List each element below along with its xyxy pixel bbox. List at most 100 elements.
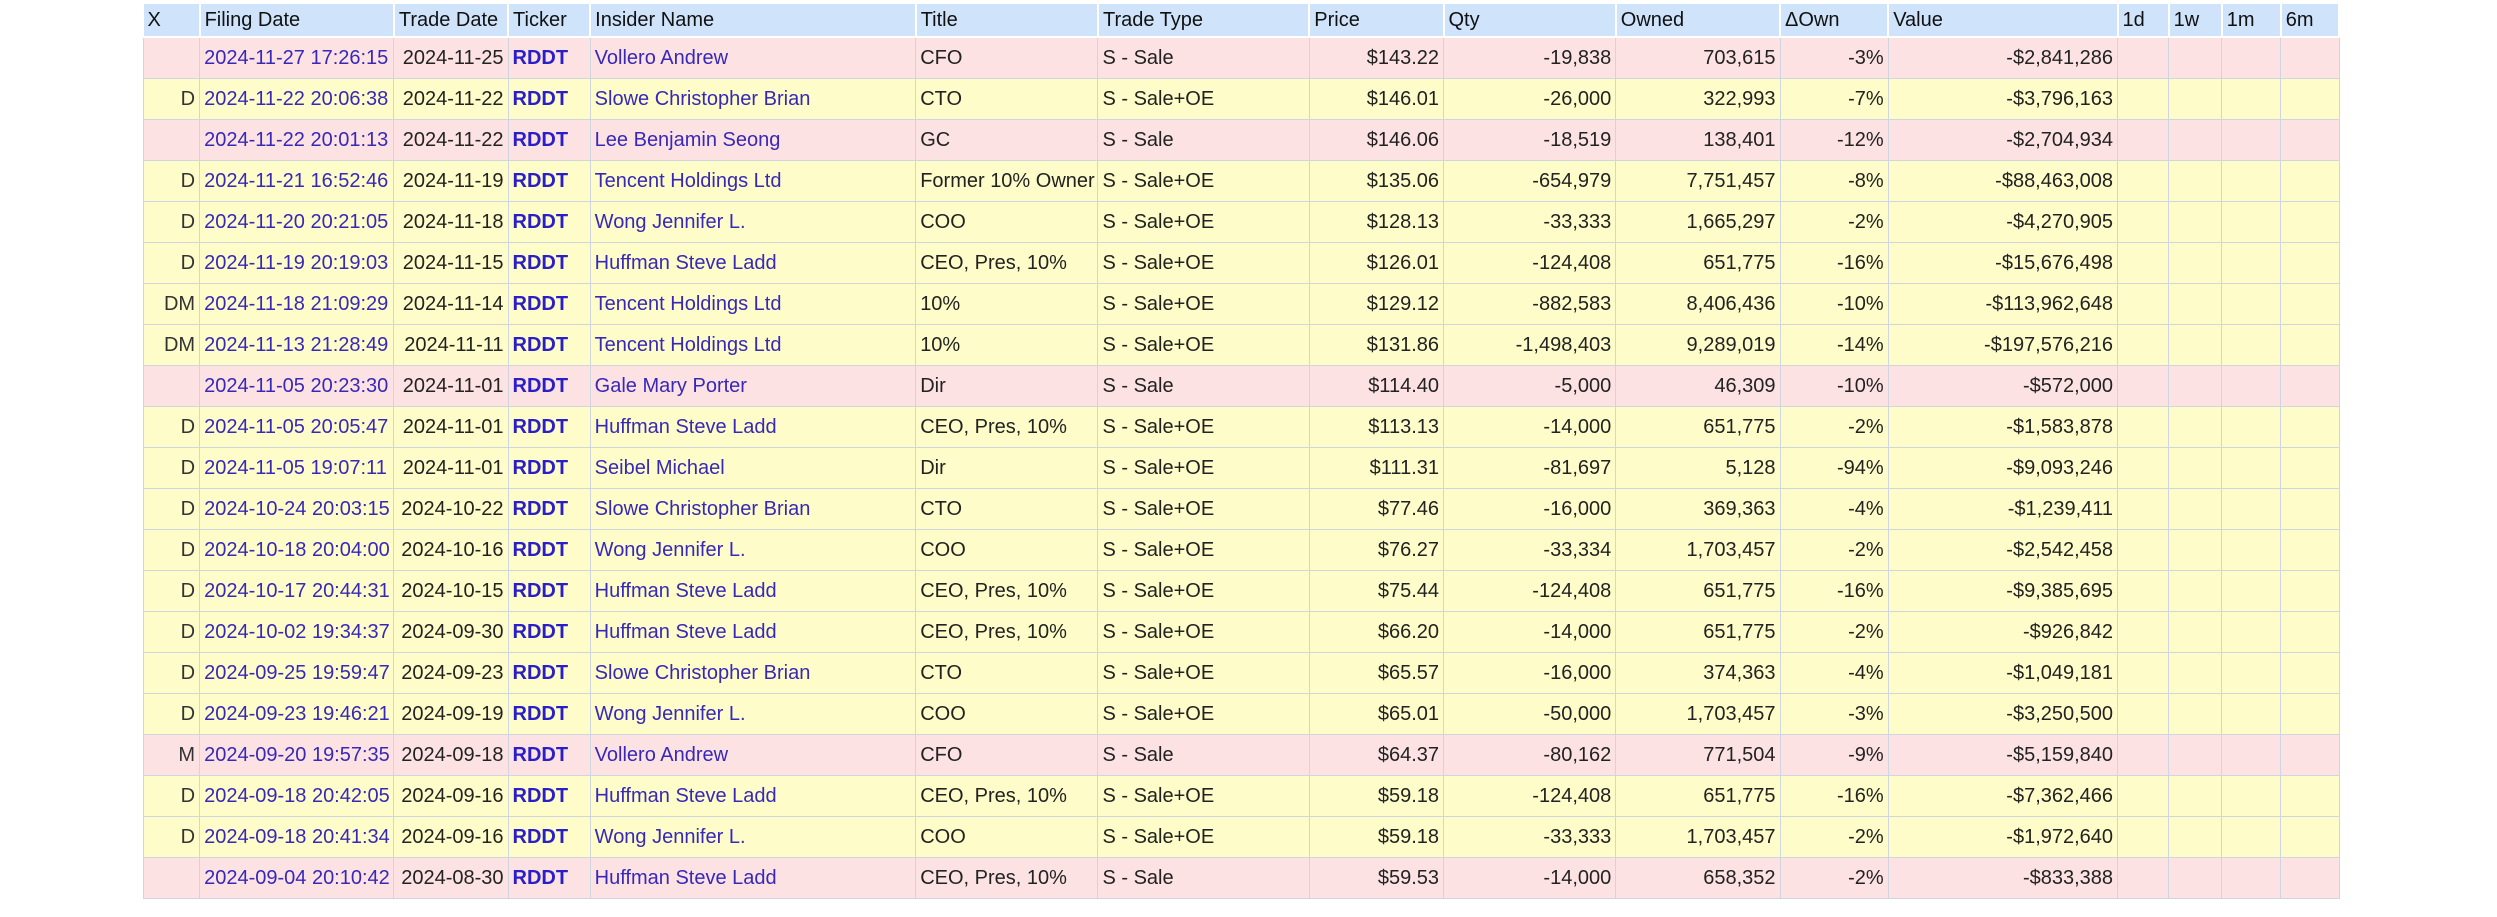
ticker-link[interactable]: RDDT [507,529,591,571]
price-cell: $65.01 [1308,693,1445,735]
table-row: 2024-11-05 20:23:30 2024-11-01 RDDT Gale Ma… [142,365,2340,407]
insider-name-link[interactable]: Tencent Holdings Ltd [589,283,917,325]
col-header-trade-date[interactable]: Trade Date [393,4,510,38]
ticker-link[interactable]: RDDT [507,119,591,161]
insider-name-link[interactable]: Wong Jennifer L. [589,529,917,571]
ticker-link[interactable]: RDDT [507,816,591,858]
return-1m-cell [2221,570,2282,612]
ticker-link[interactable]: RDDT [507,734,591,776]
col-header-6m[interactable]: 6m [2280,4,2341,38]
x-flag-cell: D [142,78,201,120]
col-header-delta-own[interactable]: ΔOwn [1780,4,1890,38]
col-header-owned[interactable]: Owned [1615,4,1782,38]
insider-name-link[interactable]: Tencent Holdings Ltd [589,160,917,202]
insider-name-link[interactable]: Huffman Steve Ladd [589,775,917,817]
return-1w-cell [2168,36,2223,79]
return-1w-cell [2168,570,2223,612]
filing-date-link[interactable]: 2024-10-18 20:04:00 [199,529,395,571]
col-header-ticker[interactable]: Ticker [508,4,592,38]
own-change-cell: -16% [1779,242,1889,284]
filing-date-link[interactable]: 2024-11-27 17:26:15 [199,36,395,79]
ticker-link[interactable]: RDDT [507,447,591,489]
ticker-link[interactable]: RDDT [507,160,591,202]
title-cell: CTO [915,78,1099,120]
filing-date-link[interactable]: 2024-09-20 19:57:35 [199,734,395,776]
ticker-link[interactable]: RDDT [507,570,591,612]
return-1m-cell [2221,816,2282,858]
filing-date-link[interactable]: 2024-11-05 20:23:30 [199,365,395,407]
ticker-link[interactable]: RDDT [507,242,591,284]
ticker-link[interactable]: RDDT [507,36,591,79]
col-header-price[interactable]: Price [1309,4,1445,38]
col-header-value[interactable]: Value [1888,4,2119,38]
insider-name-link[interactable]: Slowe Christopher Brian [589,652,917,694]
filing-date-link[interactable]: 2024-11-22 20:06:38 [199,78,395,120]
ticker-link[interactable]: RDDT [507,488,591,530]
insider-name-link[interactable]: Vollero Andrew [589,36,917,79]
filing-date-link[interactable]: 2024-11-19 20:19:03 [199,242,395,284]
ticker-link[interactable]: RDDT [507,611,591,653]
insider-name-link[interactable]: Wong Jennifer L. [589,201,917,243]
owned-cell: 651,775 [1615,775,1781,817]
col-header-title[interactable]: Title [915,4,1099,38]
insider-name-link[interactable]: Huffman Steve Ladd [589,570,917,612]
filing-date-link[interactable]: 2024-11-18 21:09:29 [199,283,395,325]
filing-date-link[interactable]: 2024-10-24 20:03:15 [199,488,395,530]
filing-date-link[interactable]: 2024-09-04 20:10:42 [199,857,395,899]
insider-name-link[interactable]: Gale Mary Porter [589,365,917,407]
value-cell: -$1,583,878 [1887,406,2119,448]
filing-date-link[interactable]: 2024-11-20 20:21:05 [199,201,395,243]
price-cell: $113.13 [1308,406,1445,448]
qty-cell: -81,697 [1442,447,1617,489]
insider-name-link[interactable]: Huffman Steve Ladd [589,242,917,284]
owned-cell: 374,363 [1615,652,1781,694]
trade-date-cell: 2024-10-22 [393,488,509,530]
insider-name-link[interactable]: Slowe Christopher Brian [589,488,917,530]
filing-date-link[interactable]: 2024-11-22 20:01:13 [199,119,395,161]
filing-date-link[interactable]: 2024-09-18 20:42:05 [199,775,395,817]
filing-date-link[interactable]: 2024-11-13 21:28:49 [199,324,395,366]
insider-name-link[interactable]: Tencent Holdings Ltd [589,324,917,366]
trade-type-cell: S - Sale+OE [1097,78,1310,120]
col-header-trade-type[interactable]: Trade Type [1097,4,1311,38]
insider-name-link[interactable]: Huffman Steve Ladd [589,406,917,448]
ticker-link[interactable]: RDDT [507,365,591,407]
col-header-qty[interactable]: Qty [1443,4,1617,38]
col-header-1d[interactable]: 1d [2117,4,2170,38]
insider-name-link[interactable]: Huffman Steve Ladd [589,611,917,653]
col-header-insider-name[interactable]: Insider Name [590,4,917,38]
col-header-filing-date[interactable]: Filing Date [199,4,395,38]
filing-date-link[interactable]: 2024-09-25 19:59:47 [199,652,395,694]
ticker-link[interactable]: RDDT [507,652,591,694]
ticker-link[interactable]: RDDT [507,283,591,325]
owned-cell: 5,128 [1615,447,1781,489]
col-header-1m[interactable]: 1m [2221,4,2282,38]
insider-name-link[interactable]: Vollero Andrew [589,734,917,776]
filing-date-link[interactable]: 2024-10-17 20:44:31 [199,570,395,612]
title-cell: CFO [915,36,1099,79]
insider-name-link[interactable]: Lee Benjamin Seong [589,119,917,161]
ticker-link[interactable]: RDDT [507,324,591,366]
filing-date-link[interactable]: 2024-09-23 19:46:21 [199,693,395,735]
filing-date-link[interactable]: 2024-09-18 20:41:34 [199,816,395,858]
filing-date-link[interactable]: 2024-10-02 19:34:37 [199,611,395,653]
insider-name-link[interactable]: Wong Jennifer L. [589,816,917,858]
insider-name-link[interactable]: Seibel Michael [589,447,917,489]
ticker-link[interactable]: RDDT [507,775,591,817]
col-header-x[interactable]: X [143,4,201,38]
x-flag-cell: D [142,693,201,735]
ticker-link[interactable]: RDDT [507,857,591,899]
ticker-link[interactable]: RDDT [507,693,591,735]
filing-date-link[interactable]: 2024-11-05 19:07:11 [199,447,395,489]
x-flag-cell: D [142,816,201,858]
ticker-link[interactable]: RDDT [507,201,591,243]
insider-name-link[interactable]: Slowe Christopher Brian [589,78,917,120]
insider-name-link[interactable]: Wong Jennifer L. [589,693,917,735]
ticker-link[interactable]: RDDT [507,406,591,448]
col-header-1w[interactable]: 1w [2168,4,2223,38]
return-1m-cell [2221,734,2282,776]
filing-date-link[interactable]: 2024-11-21 16:52:46 [199,160,395,202]
insider-name-link[interactable]: Huffman Steve Ladd [589,857,917,899]
filing-date-link[interactable]: 2024-11-05 20:05:47 [199,406,395,448]
ticker-link[interactable]: RDDT [507,78,591,120]
